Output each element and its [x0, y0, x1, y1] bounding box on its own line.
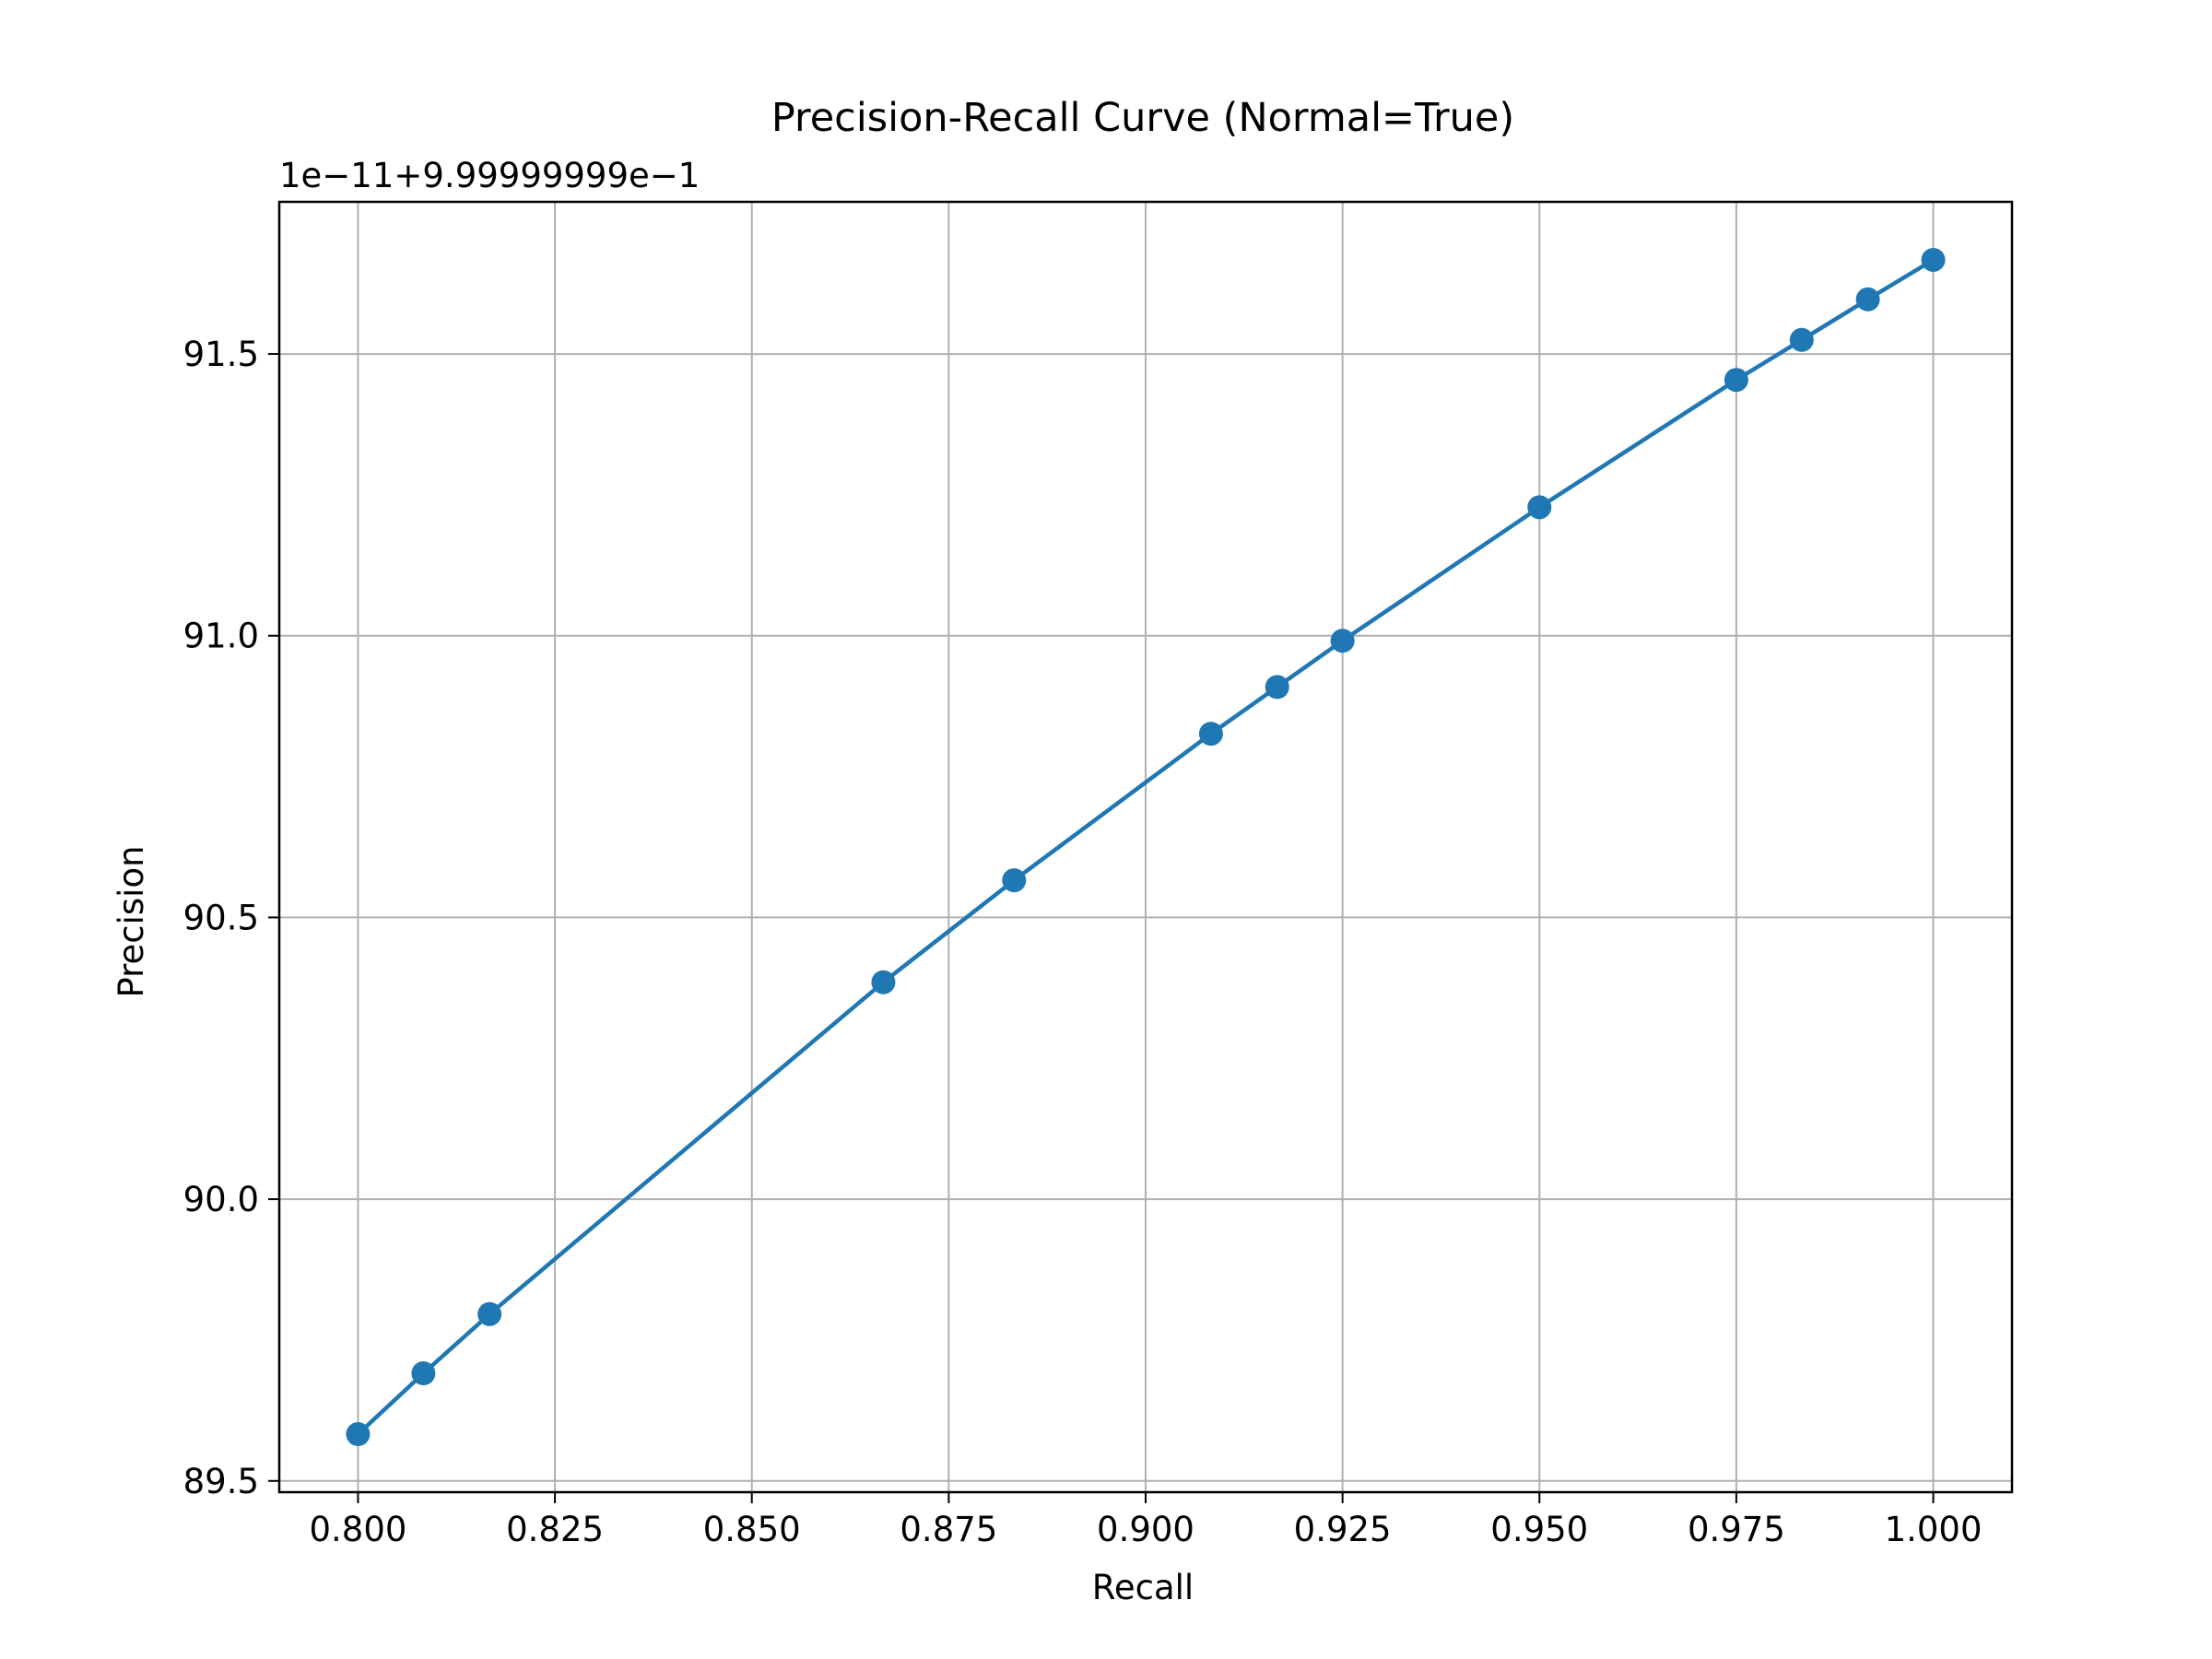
x-tick-label: 0.925 [1294, 1510, 1392, 1549]
chart-title: Precision-Recall Curve (Normal=True) [771, 95, 1514, 141]
data-point [1921, 247, 1946, 272]
y-tick-label: 90.0 [183, 1180, 259, 1219]
series-layer [346, 247, 1946, 1447]
y-axis-offset-text: 1e−11+9.99999999e−1 [279, 156, 700, 195]
x-tick-label: 0.850 [703, 1510, 801, 1549]
x-tick-label: 0.900 [1097, 1510, 1194, 1549]
data-point [477, 1301, 502, 1326]
data-point [411, 1361, 436, 1386]
data-point [346, 1422, 371, 1447]
y-tick-label: 91.5 [183, 335, 259, 374]
data-point [1002, 868, 1027, 893]
x-axis-ticks: 0.800 0.825 0.850 0.875 0.900 0.925 0.950 0.975… [309, 1492, 1983, 1549]
y-tick-label: 89.5 [183, 1462, 259, 1501]
data-point [871, 970, 896, 994]
x-tick-label: 0.975 [1688, 1510, 1785, 1549]
data-point [1855, 287, 1880, 312]
y-axis-ticks: 89.5 90.0 90.5 91.0 91.5 [183, 335, 279, 1501]
y-tick-label: 90.5 [183, 898, 259, 937]
x-tick-label: 0.875 [900, 1510, 997, 1549]
data-point [1198, 722, 1223, 747]
x-tick-label: 0.800 [309, 1510, 406, 1549]
data-point [1265, 675, 1289, 700]
data-point [1527, 495, 1552, 520]
data-point [1330, 629, 1355, 653]
y-axis-label: Precision [112, 845, 151, 997]
y-tick-label: 91.0 [183, 617, 259, 656]
data-point [1724, 368, 1748, 393]
x-tick-label: 0.950 [1490, 1510, 1588, 1549]
x-tick-label: 1.000 [1885, 1510, 1983, 1549]
x-axis-label: Recall [1092, 1568, 1194, 1607]
grid-lines [279, 202, 2012, 1492]
x-tick-label: 0.825 [506, 1510, 604, 1549]
data-point [1789, 327, 1814, 352]
